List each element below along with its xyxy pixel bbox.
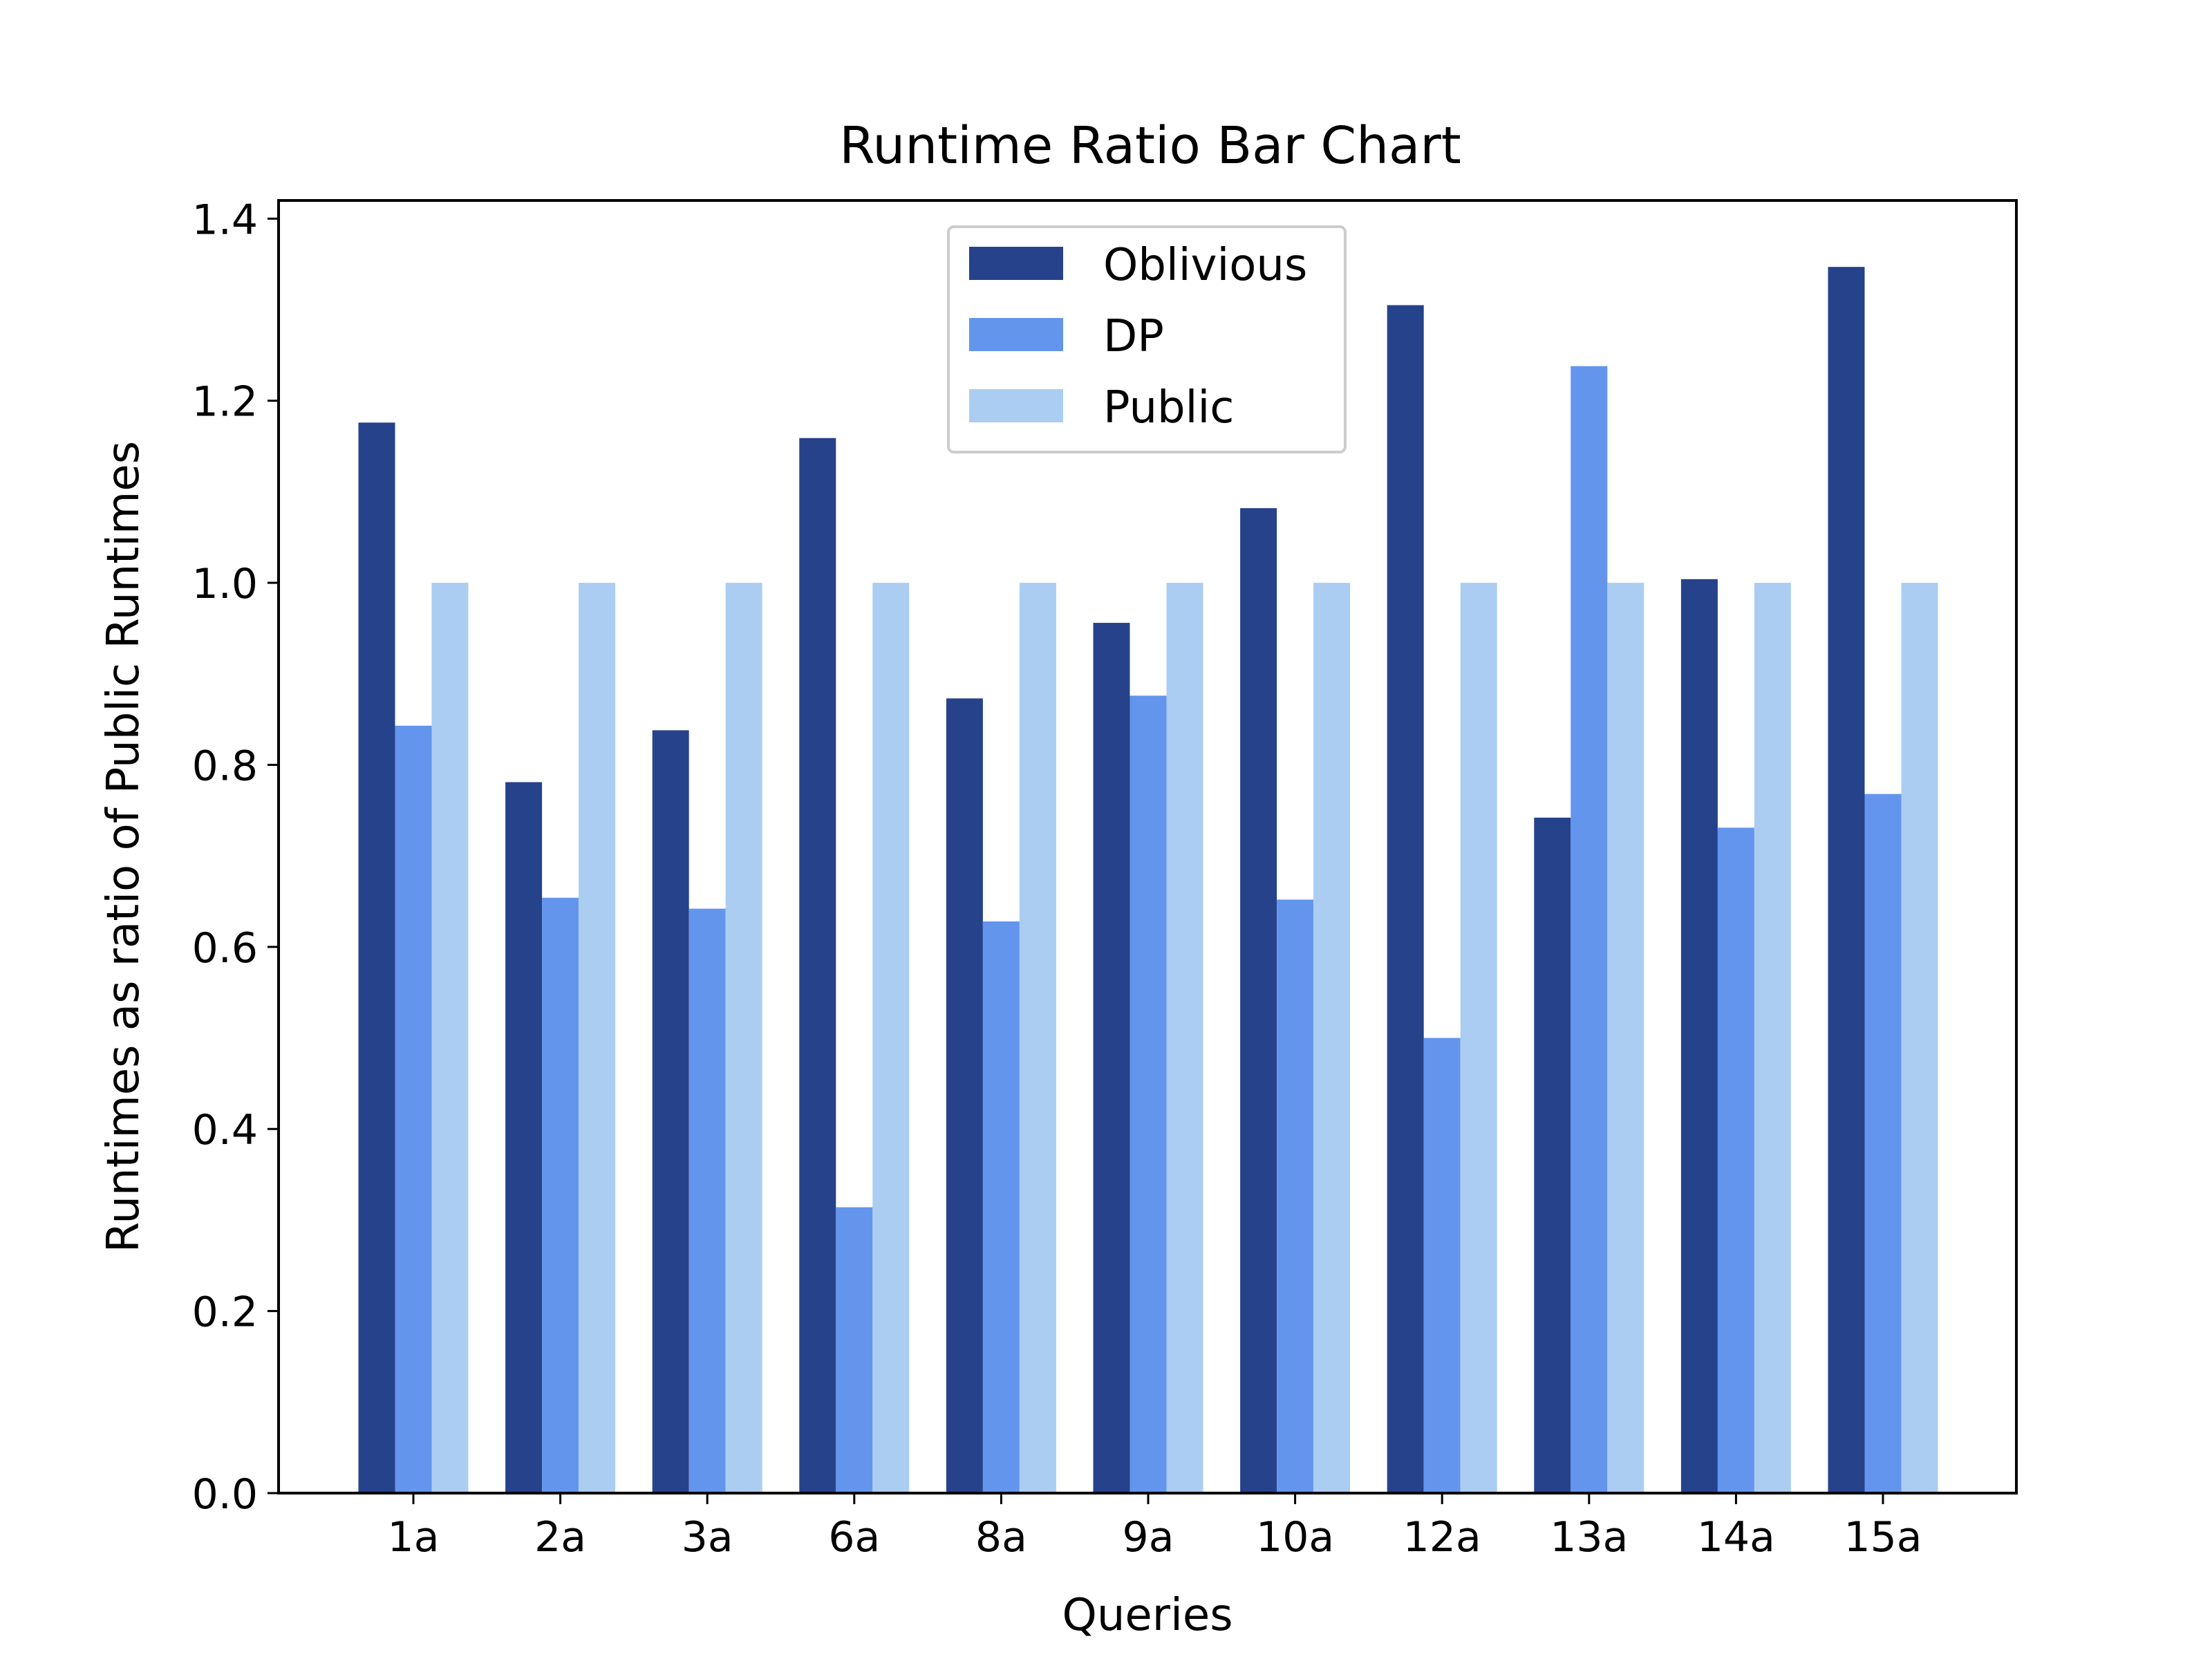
x-tick-label: 14a [1697,1513,1775,1562]
legend-label-public: Public [1103,382,1234,433]
bar-oblivious-8a [946,698,983,1493]
bar-dp-9a [1130,695,1167,1494]
x-tick-label: 13a [1550,1513,1628,1562]
bar-public-2a [579,583,616,1493]
x-axis: 1a 2a 3a 6a 8a 9a 10a 12a 13a 14a 15a [388,1493,1922,1562]
x-tick-label: 10a [1256,1513,1334,1562]
x-tick-label: 9a [1123,1513,1174,1562]
y-tick-label: 0.4 [192,1106,258,1154]
bar-public-6a [872,583,910,1493]
y-tick-label: 1.4 [192,196,258,244]
legend-swatch-dp [969,318,1063,351]
bar-public-9a [1166,583,1203,1493]
bar-dp-15a [1864,794,1902,1493]
x-tick-label: 8a [975,1513,1027,1562]
y-axis-label: Runtimes as ratio of Public Runtimes [98,441,149,1253]
bar-oblivious-14a [1680,579,1718,1493]
y-tick-label: 0.0 [192,1470,258,1519]
chart-title: Runtime Ratio Bar Chart [839,116,1461,176]
x-tick-label: 6a [828,1513,880,1562]
x-axis-label: Queries [1062,1590,1232,1641]
bar-oblivious-15a [1828,267,1865,1493]
bar-public-10a [1313,583,1351,1493]
bar-public-8a [1019,583,1056,1493]
legend-label-oblivious: Oblivious [1103,240,1307,291]
bar-public-3a [725,583,762,1493]
x-tick-label: 12a [1403,1513,1481,1562]
bar-dp-6a [836,1207,873,1493]
bar-public-12a [1460,583,1497,1493]
bar-oblivious-10a [1240,508,1277,1493]
x-tick-label: 2a [534,1513,586,1562]
bar-oblivious-13a [1534,817,1571,1493]
y-tick-label: 1.0 [192,560,258,608]
bar-dp-8a [982,921,1020,1493]
y-tick-label: 0.2 [192,1288,258,1337]
bar-oblivious-2a [505,782,543,1493]
bar-public-15a [1901,583,1938,1493]
legend-swatch-public [969,389,1063,422]
bar-dp-10a [1277,899,1314,1493]
bar-oblivious-9a [1093,623,1130,1493]
bar-public-13a [1607,583,1644,1493]
bar-public-14a [1754,583,1791,1493]
y-tick-label: 1.2 [192,378,258,427]
plot-area-frame [277,199,2018,1494]
bar-dp-1a [395,725,432,1493]
y-tick-label: 0.6 [192,924,258,973]
bar-oblivious-12a [1387,305,1424,1494]
y-tick-label: 0.8 [192,742,258,790]
x-tick-label: 1a [388,1513,440,1562]
legend-label-dp: DP [1103,311,1164,362]
bar-dp-3a [688,908,726,1493]
bar-public-1a [431,583,469,1493]
legend: Oblivious DP Public [947,225,1347,453]
legend-swatch-oblivious [969,247,1063,280]
bars-group [358,267,1938,1494]
bar-oblivious-3a [652,730,689,1493]
bar-oblivious-1a [358,422,395,1493]
x-tick-label: 3a [682,1513,733,1562]
bar-dp-13a [1571,366,1608,1494]
bar-dp-2a [542,897,579,1493]
x-tick-label: 15a [1844,1513,1922,1562]
bar-oblivious-6a [799,438,836,1494]
bar-dp-12a [1423,1038,1461,1493]
y-axis: 0.0 0.2 0.4 0.6 0.8 1.0 1.2 1.4 [192,196,279,1519]
bar-dp-14a [1717,827,1754,1493]
